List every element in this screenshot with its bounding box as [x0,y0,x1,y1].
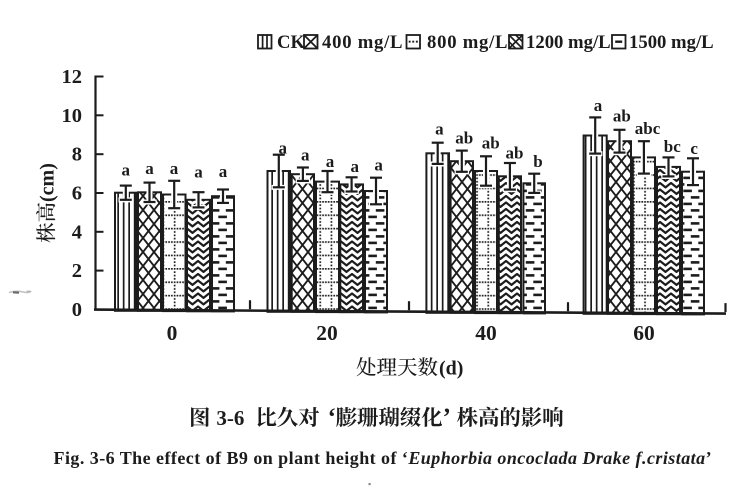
svg-text:a: a [326,152,335,171]
svg-text:a: a [170,159,179,178]
svg-text:‘: ‘ [328,404,336,431]
svg-text:abc: abc [635,119,661,138]
svg-text:(d): (d) [439,358,463,380]
svg-text:c: c [690,139,698,158]
svg-text:1200 mg/L: 1200 mg/L [526,32,611,53]
svg-text:a: a [279,139,288,158]
svg-text:40: 40 [475,321,497,345]
svg-text:0: 0 [72,299,82,321]
svg-text:10: 10 [62,105,83,127]
svg-text:bc: bc [664,137,681,156]
svg-text:(cm): (cm) [37,163,59,202]
svg-text:800 mg/L: 800 mg/L [427,32,508,53]
svg-text:12: 12 [62,66,83,88]
svg-text:a: a [194,163,203,182]
svg-text:ab: ab [482,134,500,153]
svg-text:4: 4 [72,221,82,243]
svg-text:a: a [219,162,228,181]
svg-text:a: a [351,157,360,176]
svg-text:ab: ab [613,107,631,126]
svg-text:8: 8 [72,144,82,166]
svg-text:6: 6 [72,183,82,205]
svg-text:3-6: 3-6 [216,406,244,430]
svg-text:60: 60 [633,321,655,345]
svg-text:a: a [121,161,130,180]
svg-text:a: a [301,146,310,165]
svg-text:2: 2 [72,260,82,282]
svg-text:0: 0 [167,321,178,345]
svg-text:Fig. 3-6 The effect of B9 on p: Fig. 3-6 The effect of B9 on plant heigh… [54,448,713,468]
svg-text:a: a [374,156,383,175]
svg-text:a: a [435,120,444,139]
svg-text:1500 mg/L: 1500 mg/L [629,32,714,53]
svg-text:ab: ab [455,128,473,147]
svg-text:a: a [145,159,154,178]
svg-text:CK: CK [277,32,305,53]
svg-text:a: a [594,96,603,115]
svg-text:ab: ab [506,143,524,162]
svg-text:400 mg/L: 400 mg/L [322,32,403,53]
svg-text:b: b [533,152,542,171]
svg-text:’: ’ [443,404,451,431]
svg-text:20: 20 [316,321,338,345]
